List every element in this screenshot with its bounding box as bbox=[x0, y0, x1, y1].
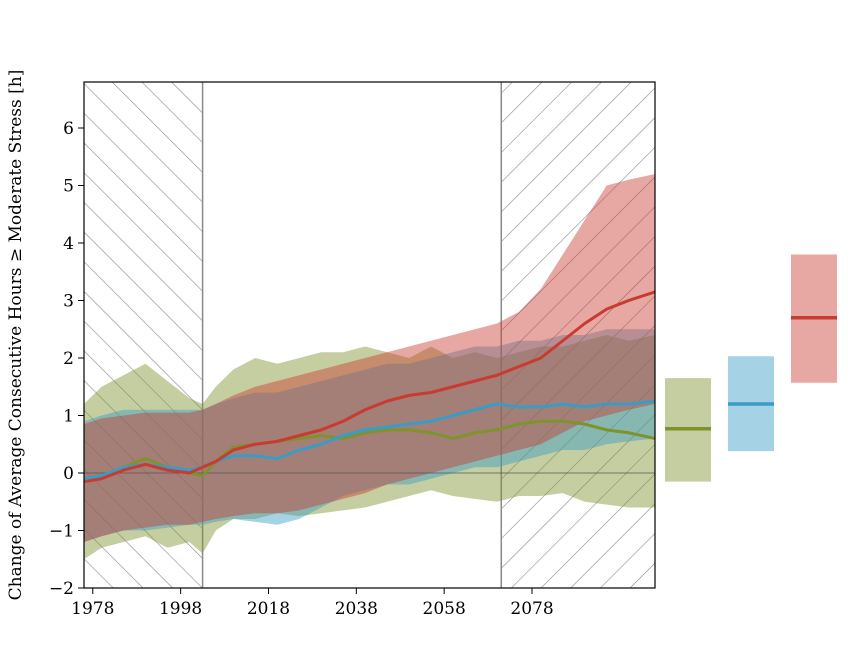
band-blue bbox=[84, 329, 655, 542]
y-tick-label: 1 bbox=[63, 407, 74, 427]
x-tick-label: 2058 bbox=[423, 599, 466, 619]
y-tick-label: 5 bbox=[63, 177, 74, 197]
mean-lines bbox=[84, 290, 655, 484]
uncertainty-bands bbox=[84, 174, 655, 560]
band-red bbox=[84, 174, 655, 542]
x-tick-label: 1998 bbox=[159, 599, 202, 619]
y-tick-label: 3 bbox=[63, 292, 74, 312]
x-tick-label: 2078 bbox=[510, 599, 553, 619]
line-red bbox=[84, 290, 655, 484]
y-tick-label: 4 bbox=[63, 234, 74, 254]
x-axis: 1978 1998 2018 2038 2058 2078 bbox=[71, 588, 554, 619]
x-tick-label: 2018 bbox=[247, 599, 290, 619]
y-tick-label: −1 bbox=[49, 522, 74, 542]
hatched-period-1 bbox=[84, 82, 203, 588]
hatched-periods bbox=[84, 82, 655, 588]
y-tick-label: 6 bbox=[63, 119, 74, 139]
y-tick-label: 0 bbox=[63, 464, 74, 484]
x-tick-label: 1978 bbox=[71, 599, 114, 619]
plot-frame bbox=[83, 81, 656, 589]
y-tick-label: −2 bbox=[49, 579, 74, 599]
y-axis-label: Change of Average Consecutive Hours ≥ Mo… bbox=[6, 70, 26, 601]
y-axis: −2 −1 0 1 2 3 4 5 6 bbox=[49, 119, 84, 599]
summary-boxes bbox=[665, 254, 837, 482]
x-tick-label: 2038 bbox=[335, 599, 378, 619]
line-blue bbox=[84, 399, 655, 481]
hatched-period-2 bbox=[501, 82, 655, 588]
y-tick-label: 2 bbox=[63, 349, 74, 369]
band-green bbox=[84, 335, 655, 560]
